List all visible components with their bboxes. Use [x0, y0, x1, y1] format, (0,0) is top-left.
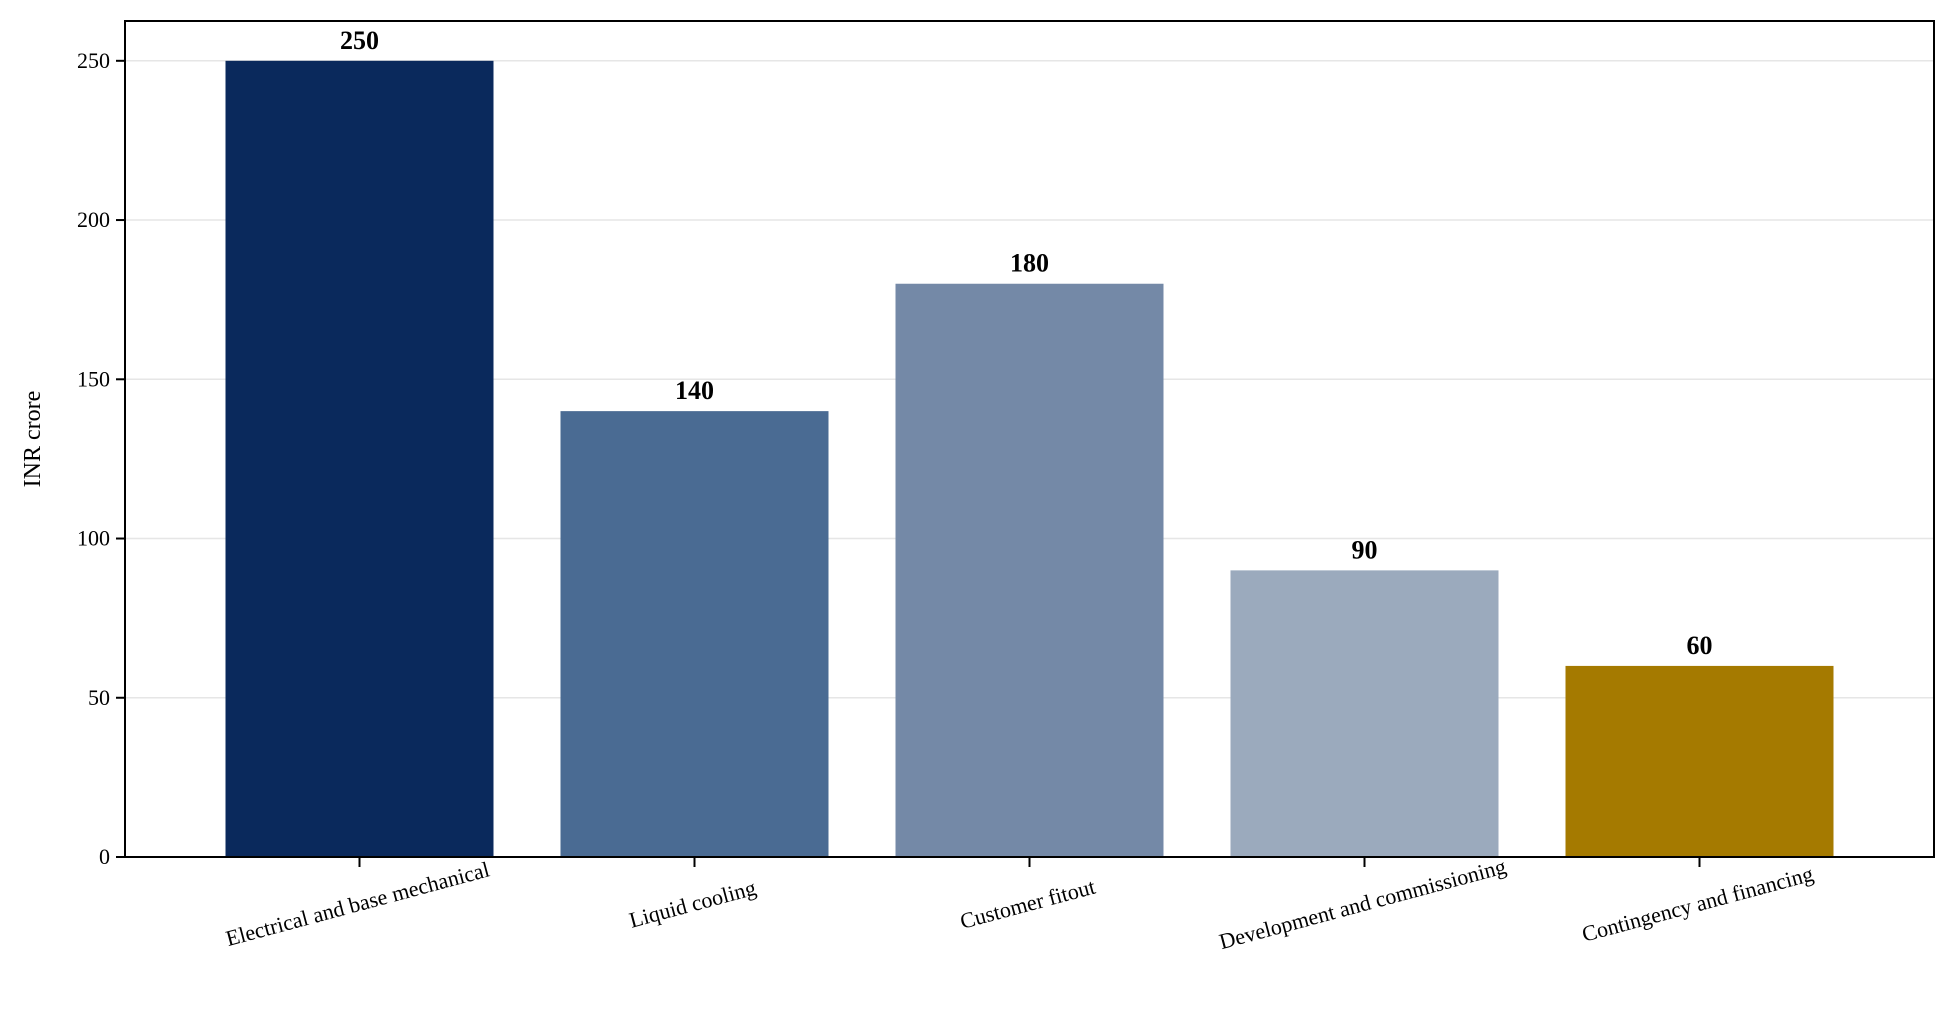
bar [560, 411, 829, 857]
bar [1565, 665, 1834, 857]
bar-value-label: 90 [1352, 535, 1378, 564]
y-tick-label: 50 [88, 685, 110, 710]
data-labels: 250 140 180 90 60 [340, 26, 1713, 660]
y-tick-label: 100 [77, 526, 110, 551]
y-tick-label: 200 [77, 207, 110, 232]
x-axis: Electrical and base mechanical Liquid coo… [223, 853, 1816, 954]
bar-value-label: 60 [1687, 631, 1713, 660]
x-tick-label: Contingency and financing [1579, 861, 1816, 947]
bar-value-label: 140 [675, 376, 714, 405]
bar-value-label: 180 [1010, 249, 1049, 278]
y-tick-label: 250 [77, 48, 110, 73]
bar [225, 60, 494, 858]
y-axis: 0 50 100 150 200 250 [77, 48, 125, 869]
bar [1230, 570, 1499, 857]
y-tick-label: 0 [99, 844, 110, 869]
x-tick-label: Development and commissioning [1216, 853, 1508, 954]
x-tick-label: Liquid cooling [626, 875, 758, 933]
bar [895, 283, 1164, 857]
x-tick-label: Customer fitout [957, 874, 1097, 934]
plot-frame [124, 20, 1935, 858]
y-tick-label: 150 [77, 366, 110, 391]
bars [225, 60, 1834, 858]
bar-value-label: 250 [340, 26, 379, 55]
y-axis-title: INR crore [20, 391, 46, 488]
x-tick-label: Electrical and base mechanical [223, 857, 492, 951]
